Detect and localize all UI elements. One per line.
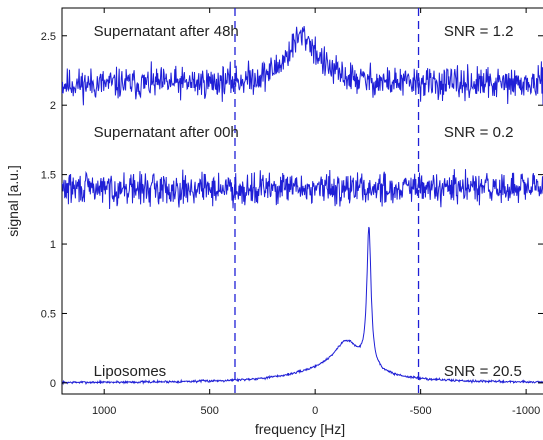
snr-annotation: SNR = 0.2: [444, 124, 514, 141]
y-tick-label: 0: [50, 378, 56, 390]
y-tick-label: 2: [50, 100, 56, 112]
y-tick-label: 2.5: [41, 31, 56, 43]
trace-label: Supernatant after 48h: [94, 23, 239, 40]
y-tick-label: 0.5: [41, 308, 56, 320]
trace-label: Liposomes: [94, 363, 167, 380]
snr-annotation: SNR = 1.2: [444, 23, 514, 40]
y-tick-label: 1.5: [41, 170, 56, 182]
x-axis-label: frequency [Hz]: [255, 421, 345, 437]
x-tick-label: -1000: [512, 405, 540, 417]
x-tick-label: 1000: [92, 405, 116, 417]
y-tick-label: 1: [50, 239, 56, 251]
series-line-3: [62, 226, 543, 386]
y-axis-label: signal [a.u.]: [5, 165, 21, 237]
trace-label: Supernatant after 00h: [94, 124, 239, 141]
plot-area: [61, 7, 543, 395]
snr-annotation: SNR = 20.5: [444, 363, 522, 380]
x-tick-label: 500: [200, 405, 218, 417]
series-line-2: [62, 169, 543, 210]
series-line-1: [62, 25, 543, 106]
x-tick-label: 0: [312, 405, 318, 417]
x-tick-label: -500: [410, 405, 432, 417]
